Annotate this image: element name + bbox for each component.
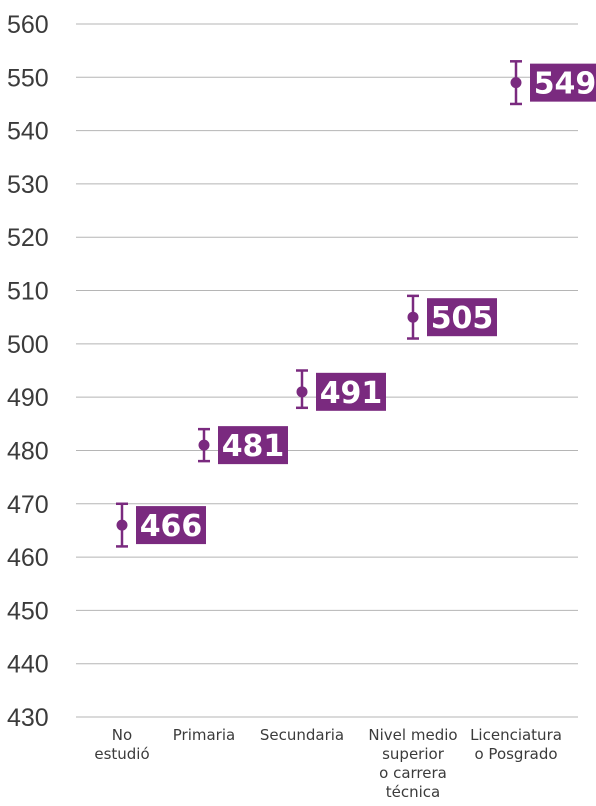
- y-tick-label: 510: [7, 278, 49, 306]
- data-point: [296, 386, 308, 398]
- y-tick-label: 480: [7, 437, 49, 465]
- x-tick-label: No estudió: [94, 726, 149, 763]
- y-tick-label: 460: [7, 544, 49, 572]
- x-tick-line: Primaria: [173, 726, 235, 744]
- y-tick-label: 490: [7, 384, 49, 412]
- x-tick-line: o carrera: [379, 764, 447, 782]
- data-label-box: [530, 63, 596, 102]
- x-tick-line: estudió: [94, 745, 149, 763]
- data-label-box: [427, 298, 497, 337]
- x-tick-line: Secundaria: [260, 726, 344, 744]
- y-tick-label: 470: [7, 491, 49, 519]
- data-point: [198, 439, 210, 451]
- data-label-box: [136, 506, 206, 545]
- data-label: 505: [431, 301, 494, 336]
- data-label-box: [218, 426, 288, 465]
- data-label: 466: [140, 509, 203, 544]
- data-label: 491: [320, 376, 383, 411]
- data-label: 481: [222, 429, 285, 464]
- x-tick-label: Secundaria: [260, 726, 344, 744]
- x-tick-label: Nivel medio superior o carrera técnica: [368, 726, 457, 801]
- y-tick-label: 440: [7, 651, 49, 679]
- y-axis: 430 440 450 460 470 480 490 500 510 520 530 540 550 5…: [7, 11, 49, 732]
- y-tick-label: 530: [7, 171, 49, 199]
- data-marks: 466 481 491 505 549: [116, 60, 596, 548]
- y-tick-label: 520: [7, 224, 49, 252]
- data-point: [116, 519, 128, 531]
- x-tick-label: Primaria: [173, 726, 235, 744]
- data-label-box: [316, 372, 386, 411]
- x-tick-line: técnica: [386, 783, 440, 801]
- x-tick-line: No: [112, 726, 132, 744]
- y-tick-label: 540: [7, 118, 49, 146]
- y-tick-label: 430: [7, 704, 49, 732]
- data-point: [407, 311, 419, 323]
- x-tick-line: superior: [382, 745, 445, 763]
- y-tick-label: 500: [7, 331, 49, 359]
- x-tick-line: Licenciatura: [470, 726, 562, 744]
- x-tick-line: Nivel medio: [368, 726, 457, 744]
- x-tick-line: o Posgrado: [474, 745, 557, 763]
- y-tick-label: 550: [7, 64, 49, 92]
- x-axis: No estudió Primaria Secundaria Nivel medio su…: [94, 726, 562, 801]
- data-label: 549: [534, 67, 596, 102]
- x-tick-label: Licenciatura o Posgrado: [470, 726, 562, 763]
- data-point: [510, 77, 522, 89]
- y-tick-label: 560: [7, 11, 49, 39]
- gridlines: [76, 23, 578, 718]
- y-tick-label: 450: [7, 597, 49, 625]
